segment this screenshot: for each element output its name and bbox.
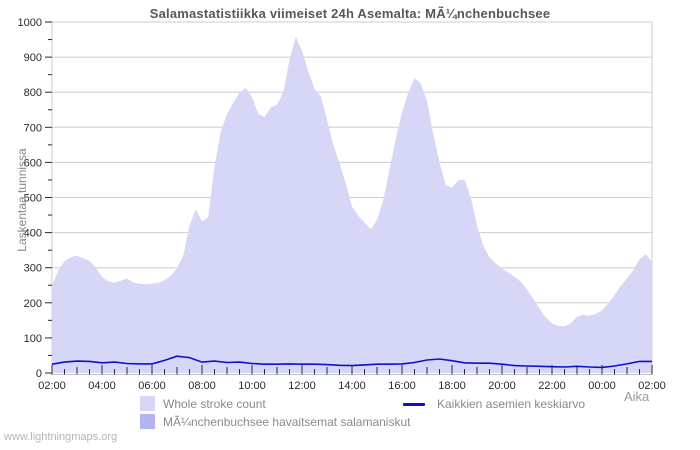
svg-text:02:00: 02:00 [38, 380, 66, 392]
y-axis-label: Laskentaa tunnissa [15, 148, 29, 252]
watermark: www.lightningmaps.org [4, 431, 118, 443]
legend-line-average-icon [403, 403, 425, 406]
svg-text:500: 500 [24, 193, 42, 205]
svg-text:0: 0 [36, 368, 42, 380]
svg-text:400: 400 [24, 228, 42, 240]
svg-text:06:00: 06:00 [138, 380, 166, 392]
svg-text:1000: 1000 [18, 17, 42, 29]
legend-swatch-whole-stroke-count [140, 396, 155, 411]
svg-text:20:00: 20:00 [488, 380, 516, 392]
legend-swatch-station-strokes [140, 414, 155, 429]
svg-text:12:00: 12:00 [288, 380, 316, 392]
svg-text:600: 600 [24, 157, 42, 169]
y-axis-ticks: 0 100 200 300 400 500 600 700 800 900 1000 [18, 17, 52, 380]
legend-label-station-strokes: MÃ¼nchenbuchsee havaitsemat salamaniskut [163, 415, 411, 429]
svg-text:100: 100 [24, 333, 42, 345]
data-series [51, 36, 652, 373]
svg-text:10:00: 10:00 [238, 380, 266, 392]
svg-text:00:00: 00:00 [588, 380, 616, 392]
svg-text:900: 900 [24, 52, 42, 64]
series-area [52, 36, 652, 373]
svg-text:14:00: 14:00 [338, 380, 366, 392]
legend-label-average: Kaikkien asemien keskiarvo [437, 397, 586, 411]
chart-title: Salamastatistiikka viimeiset 24h Asemalt… [149, 6, 551, 21]
x-axis-ticks [51, 365, 653, 375]
svg-text:22:00: 22:00 [538, 380, 566, 392]
svg-text:08:00: 08:00 [188, 380, 216, 392]
svg-text:04:00: 04:00 [88, 380, 116, 392]
svg-text:700: 700 [24, 122, 42, 134]
svg-text:200: 200 [24, 298, 42, 310]
svg-text:02:00: 02:00 [638, 380, 666, 392]
x-axis-label: Aika [624, 389, 650, 404]
x-axis-labels: 02:00 04:00 06:00 08:00 10:00 12:00 14:00 16:00… [38, 380, 666, 392]
legend-label-whole-stroke-count: Whole stroke count [163, 397, 266, 411]
svg-text:800: 800 [24, 87, 42, 99]
svg-text:300: 300 [24, 263, 42, 275]
svg-text:16:00: 16:00 [388, 380, 416, 392]
svg-text:18:00: 18:00 [438, 380, 466, 392]
